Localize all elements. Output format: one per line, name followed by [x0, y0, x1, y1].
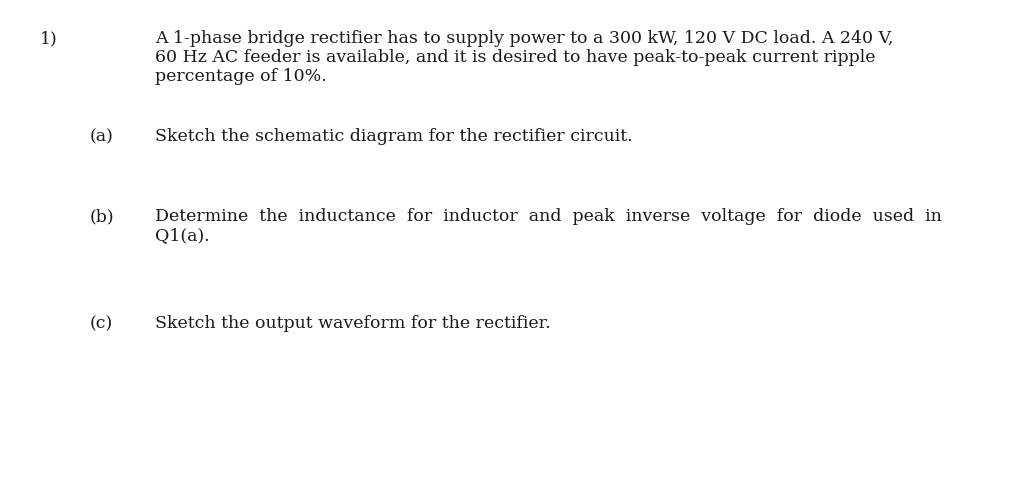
- Text: Determine  the  inductance  for  inductor  and  peak  inverse  voltage  for  dio: Determine the inductance for inductor an…: [154, 208, 941, 225]
- Text: (c): (c): [90, 315, 113, 332]
- Text: Sketch the output waveform for the rectifier.: Sketch the output waveform for the recti…: [154, 315, 551, 332]
- Text: A 1-phase bridge rectifier has to supply power to a 300 kW, 120 V DC load. A 240: A 1-phase bridge rectifier has to supply…: [154, 30, 893, 47]
- Text: Sketch the schematic diagram for the rectifier circuit.: Sketch the schematic diagram for the rec…: [154, 128, 632, 145]
- Text: Q1(a).: Q1(a).: [154, 227, 210, 244]
- Text: 60 Hz AC feeder is available, and it is desired to have peak-to-peak current rip: 60 Hz AC feeder is available, and it is …: [154, 49, 876, 66]
- Text: 1): 1): [40, 30, 58, 47]
- Text: percentage of 10%.: percentage of 10%.: [154, 68, 327, 85]
- Text: (a): (a): [90, 128, 114, 145]
- Text: (b): (b): [90, 208, 114, 225]
